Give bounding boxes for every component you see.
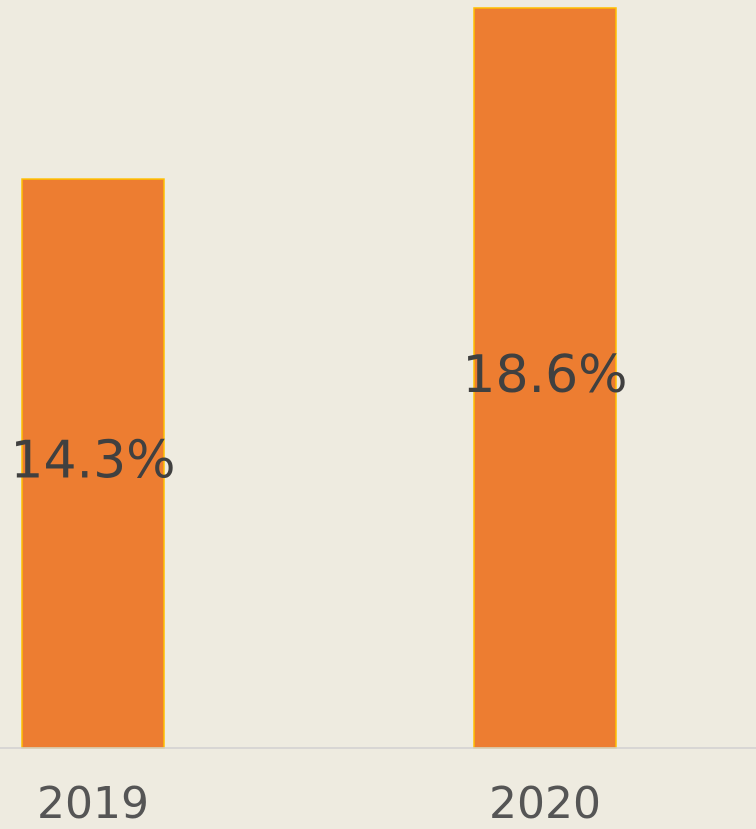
bar <box>21 178 165 749</box>
value-label: 14.3% <box>10 431 175 491</box>
value-label: 18.6% <box>462 345 627 405</box>
bar <box>473 7 617 749</box>
x-tick-label: 2020 <box>489 778 601 829</box>
x-tick-label: 2019 <box>37 778 149 829</box>
